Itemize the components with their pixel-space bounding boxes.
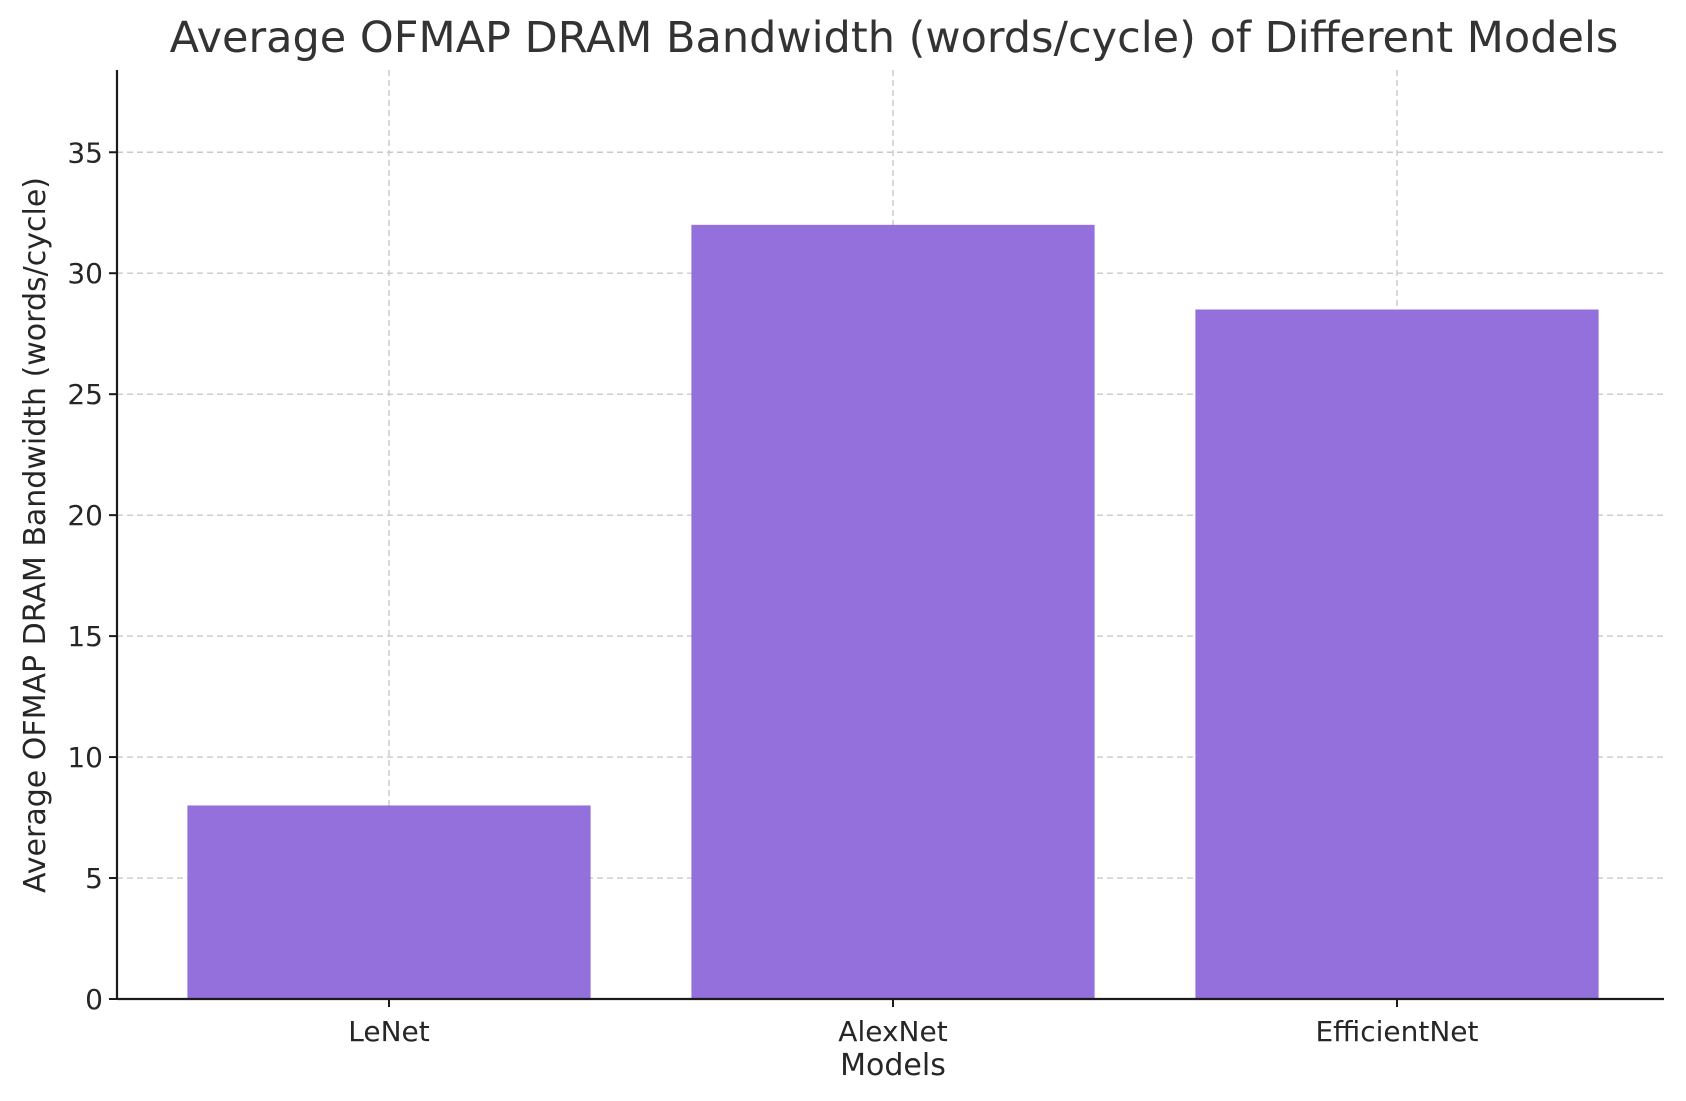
x-tick-label: LeNet: [348, 1015, 430, 1048]
y-axis-label: Average OFMAP DRAM Bandwidth (words/cycl…: [18, 177, 53, 893]
x-axis-label: Models: [840, 1048, 946, 1083]
bars: [187, 224, 1599, 1000]
y-tick-label: 15: [67, 620, 103, 653]
y-axis-ticks: 0 5 10 15 20 25 30 35: [67, 136, 117, 1016]
bar-efficientnet: [1195, 309, 1599, 999]
x-tick-label: EfficientNet: [1315, 1015, 1478, 1048]
y-tick-label: 25: [67, 378, 103, 411]
x-axis-ticks: LeNet AlexNet EfficientNet: [348, 999, 1479, 1048]
axes: [115, 70, 1664, 1001]
y-tick-label: 35: [67, 136, 103, 169]
y-tick-label: 0: [85, 983, 103, 1016]
y-tick-label: 5: [85, 862, 103, 895]
y-tick-label: 30: [67, 257, 103, 290]
bar-alexnet: [691, 224, 1095, 1000]
y-tick-label: 10: [67, 741, 103, 774]
bar-lenet: [187, 805, 591, 999]
x-tick-label: AlexNet: [838, 1015, 947, 1048]
chart-title: Average OFMAP DRAM Bandwidth (words/cycl…: [170, 13, 1619, 63]
y-tick-label: 20: [67, 499, 103, 532]
